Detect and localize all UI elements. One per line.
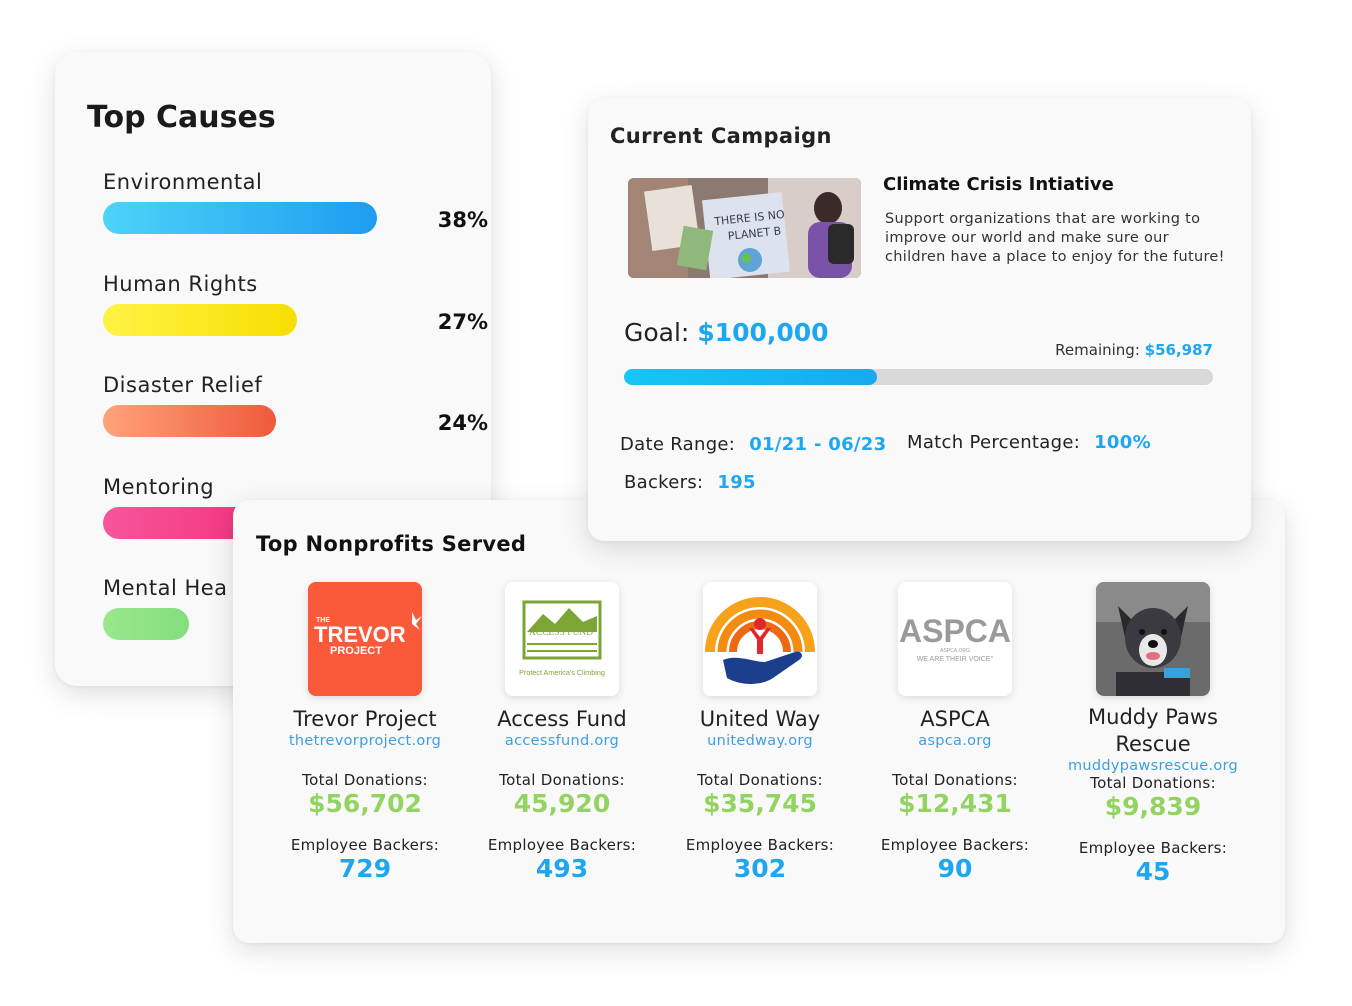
match-percentage-stat: Match Percentage: 100% xyxy=(907,432,1151,453)
cause-label: Mental Hea xyxy=(103,576,228,600)
total-donations-label: Total Donations: xyxy=(302,771,428,789)
svg-text:WE ARE THEIR VOICE°: WE ARE THEIR VOICE° xyxy=(917,655,994,663)
cause-environmental[interactable]: Environmental 38% xyxy=(103,170,488,250)
employee-backers-label: Employee Backers: xyxy=(685,836,835,854)
cause-human-rights[interactable]: Human Rights 27% xyxy=(103,272,488,352)
cause-label: Environmental xyxy=(103,170,263,194)
employee-backers-label: Employee Backers: xyxy=(290,836,440,854)
employee-backers-value: 729 xyxy=(338,854,392,883)
cause-bar xyxy=(103,202,377,234)
cause-label: Disaster Relief xyxy=(103,373,263,397)
svg-text:ASPCA: ASPCA xyxy=(899,613,1011,649)
total-donations-label: Total Donations: xyxy=(697,771,823,789)
cause-bar xyxy=(103,608,189,640)
employee-backers-value: 302 xyxy=(733,854,787,883)
match-value: 100% xyxy=(1094,432,1151,453)
goal-label: Goal: xyxy=(624,318,690,347)
svg-text:ASPCA.ORG: ASPCA.ORG xyxy=(940,648,970,654)
backers-label: Backers: xyxy=(624,472,704,493)
cause-percent: 27% xyxy=(437,310,488,334)
current-campaign-card: Current Campaign THERE IS NO PLANET B Cl… xyxy=(588,98,1251,541)
employee-backers-label: Employee Backers: xyxy=(1078,839,1228,857)
campaign-photo: THERE IS NO PLANET B xyxy=(628,178,861,278)
cause-percent: 24% xyxy=(437,411,488,435)
nonprofit-name: Muddy Paws Rescue xyxy=(1088,705,1218,756)
campaign-remaining: Remaining: $56,987 xyxy=(1055,341,1213,359)
nonprofit-url[interactable]: aspca.org xyxy=(918,733,992,749)
svg-text:PLANET B: PLANET B xyxy=(727,224,782,243)
total-donations-label: Total Donations: xyxy=(499,771,625,789)
nonprofit-url[interactable]: thetrevorproject.org xyxy=(288,733,442,749)
nonprofit-united-way[interactable]: United Way unitedway.org Total Donations… xyxy=(660,582,860,883)
total-donations-value: 45,920 xyxy=(513,789,611,818)
nonprofit-name: United Way xyxy=(699,707,821,731)
trevor-logo-icon: THE TREVOR PROJECT xyxy=(308,582,422,696)
cause-label: Mentoring xyxy=(103,475,215,499)
nonprofit-aspca[interactable]: ASPCA ASPCA.ORG WE ARE THEIR VOICE° ASPC… xyxy=(855,582,1055,883)
svg-text:Protect America's Climbing: Protect America's Climbing xyxy=(519,668,605,677)
cause-label: Human Rights xyxy=(103,272,258,296)
nonprofit-name: ASPCA xyxy=(920,707,990,731)
access-fund-logo-icon: ACCESS FUND Protect America's Climbing xyxy=(505,582,619,696)
muddy-paws-logo[interactable] xyxy=(1096,582,1210,696)
date-range-stat: Date Range: 01/21 - 06/23 xyxy=(620,434,886,455)
aspca-logo[interactable]: ASPCA ASPCA.ORG WE ARE THEIR VOICE° xyxy=(898,582,1012,696)
remaining-label: Remaining: xyxy=(1055,341,1140,359)
backers-value: 195 xyxy=(717,472,756,493)
employee-backers-value: 493 xyxy=(535,854,589,883)
svg-text:TREVOR: TREVOR xyxy=(314,622,406,647)
top-nonprofits-title: Top Nonprofits Served xyxy=(256,532,527,556)
total-donations-value: $12,431 xyxy=(898,789,1012,818)
nonprofit-trevor-project[interactable]: THE TREVOR PROJECT Trevor Project thetre… xyxy=(265,582,465,883)
cause-disaster-relief[interactable]: Disaster Relief 24% xyxy=(103,373,488,453)
nonprofit-muddy-paws-rescue[interactable]: Muddy Paws Rescue muddypawsrescue.org To… xyxy=(1053,582,1253,886)
svg-text:PROJECT: PROJECT xyxy=(330,645,382,657)
employee-backers-label: Employee Backers: xyxy=(880,836,1030,854)
campaign-section-title: Current Campaign xyxy=(610,124,832,148)
nonprofit-name: Access Fund xyxy=(497,707,627,731)
total-donations-label: Total Donations: xyxy=(892,771,1018,789)
nonprofit-url[interactable]: unitedway.org xyxy=(707,733,813,749)
cause-bar xyxy=(103,405,276,437)
campaign-progress-bar xyxy=(624,369,1213,385)
total-donations-value: $35,745 xyxy=(703,789,817,818)
match-label: Match Percentage: xyxy=(907,432,1081,453)
employee-backers-value: 90 xyxy=(937,854,973,883)
dog-photo-icon xyxy=(1096,582,1210,696)
total-donations-value: $56,702 xyxy=(308,789,422,818)
total-donations-value: $9,839 xyxy=(1104,792,1202,821)
goal-value: $100,000 xyxy=(697,318,829,347)
nonprofit-access-fund[interactable]: ACCESS FUND Protect America's Climbing A… xyxy=(462,582,662,883)
svg-text:THE: THE xyxy=(316,617,330,624)
access-fund-logo[interactable]: ACCESS FUND Protect America's Climbing xyxy=(505,582,619,696)
total-donations-label: Total Donations: xyxy=(1090,774,1216,792)
date-range-label: Date Range: xyxy=(620,434,736,455)
nonprofit-name: Trevor Project xyxy=(293,707,437,731)
trevor-project-logo[interactable]: THE TREVOR PROJECT xyxy=(308,582,422,696)
cause-bar xyxy=(103,304,297,336)
cause-percent: 38% xyxy=(437,208,488,232)
top-nonprofits-card: Top Nonprofits Served THE TREVOR PROJECT… xyxy=(233,500,1285,943)
nonprofit-url[interactable]: accessfund.org xyxy=(504,733,620,749)
svg-text:ACCESS FUND: ACCESS FUND xyxy=(529,628,593,638)
date-range-value: 01/21 - 06/23 xyxy=(749,434,887,455)
employee-backers-value: 45 xyxy=(1135,857,1171,886)
cause-mental-health[interactable]: Mental Hea xyxy=(103,576,473,656)
employee-backers-label: Employee Backers: xyxy=(487,836,637,854)
backers-stat: Backers: 195 xyxy=(624,472,756,493)
campaign-name: Climate Crisis Intiative xyxy=(883,174,1114,195)
campaign-goal: Goal: $100,000 xyxy=(624,318,829,347)
campaign-description: Support organizations that are working t… xyxy=(885,211,1225,265)
united-way-logo[interactable] xyxy=(703,582,817,696)
protest-photo-icon: THERE IS NO PLANET B xyxy=(628,178,861,278)
nonprofit-url[interactable]: muddypawsrescue.org xyxy=(1067,758,1239,774)
aspca-logo-icon: ASPCA ASPCA.ORG WE ARE THEIR VOICE° xyxy=(898,582,1012,696)
campaign-progress-fill xyxy=(624,369,878,385)
remaining-value: $56,987 xyxy=(1144,341,1213,359)
top-causes-title: Top Causes xyxy=(87,100,276,135)
united-way-logo-icon xyxy=(703,582,817,696)
